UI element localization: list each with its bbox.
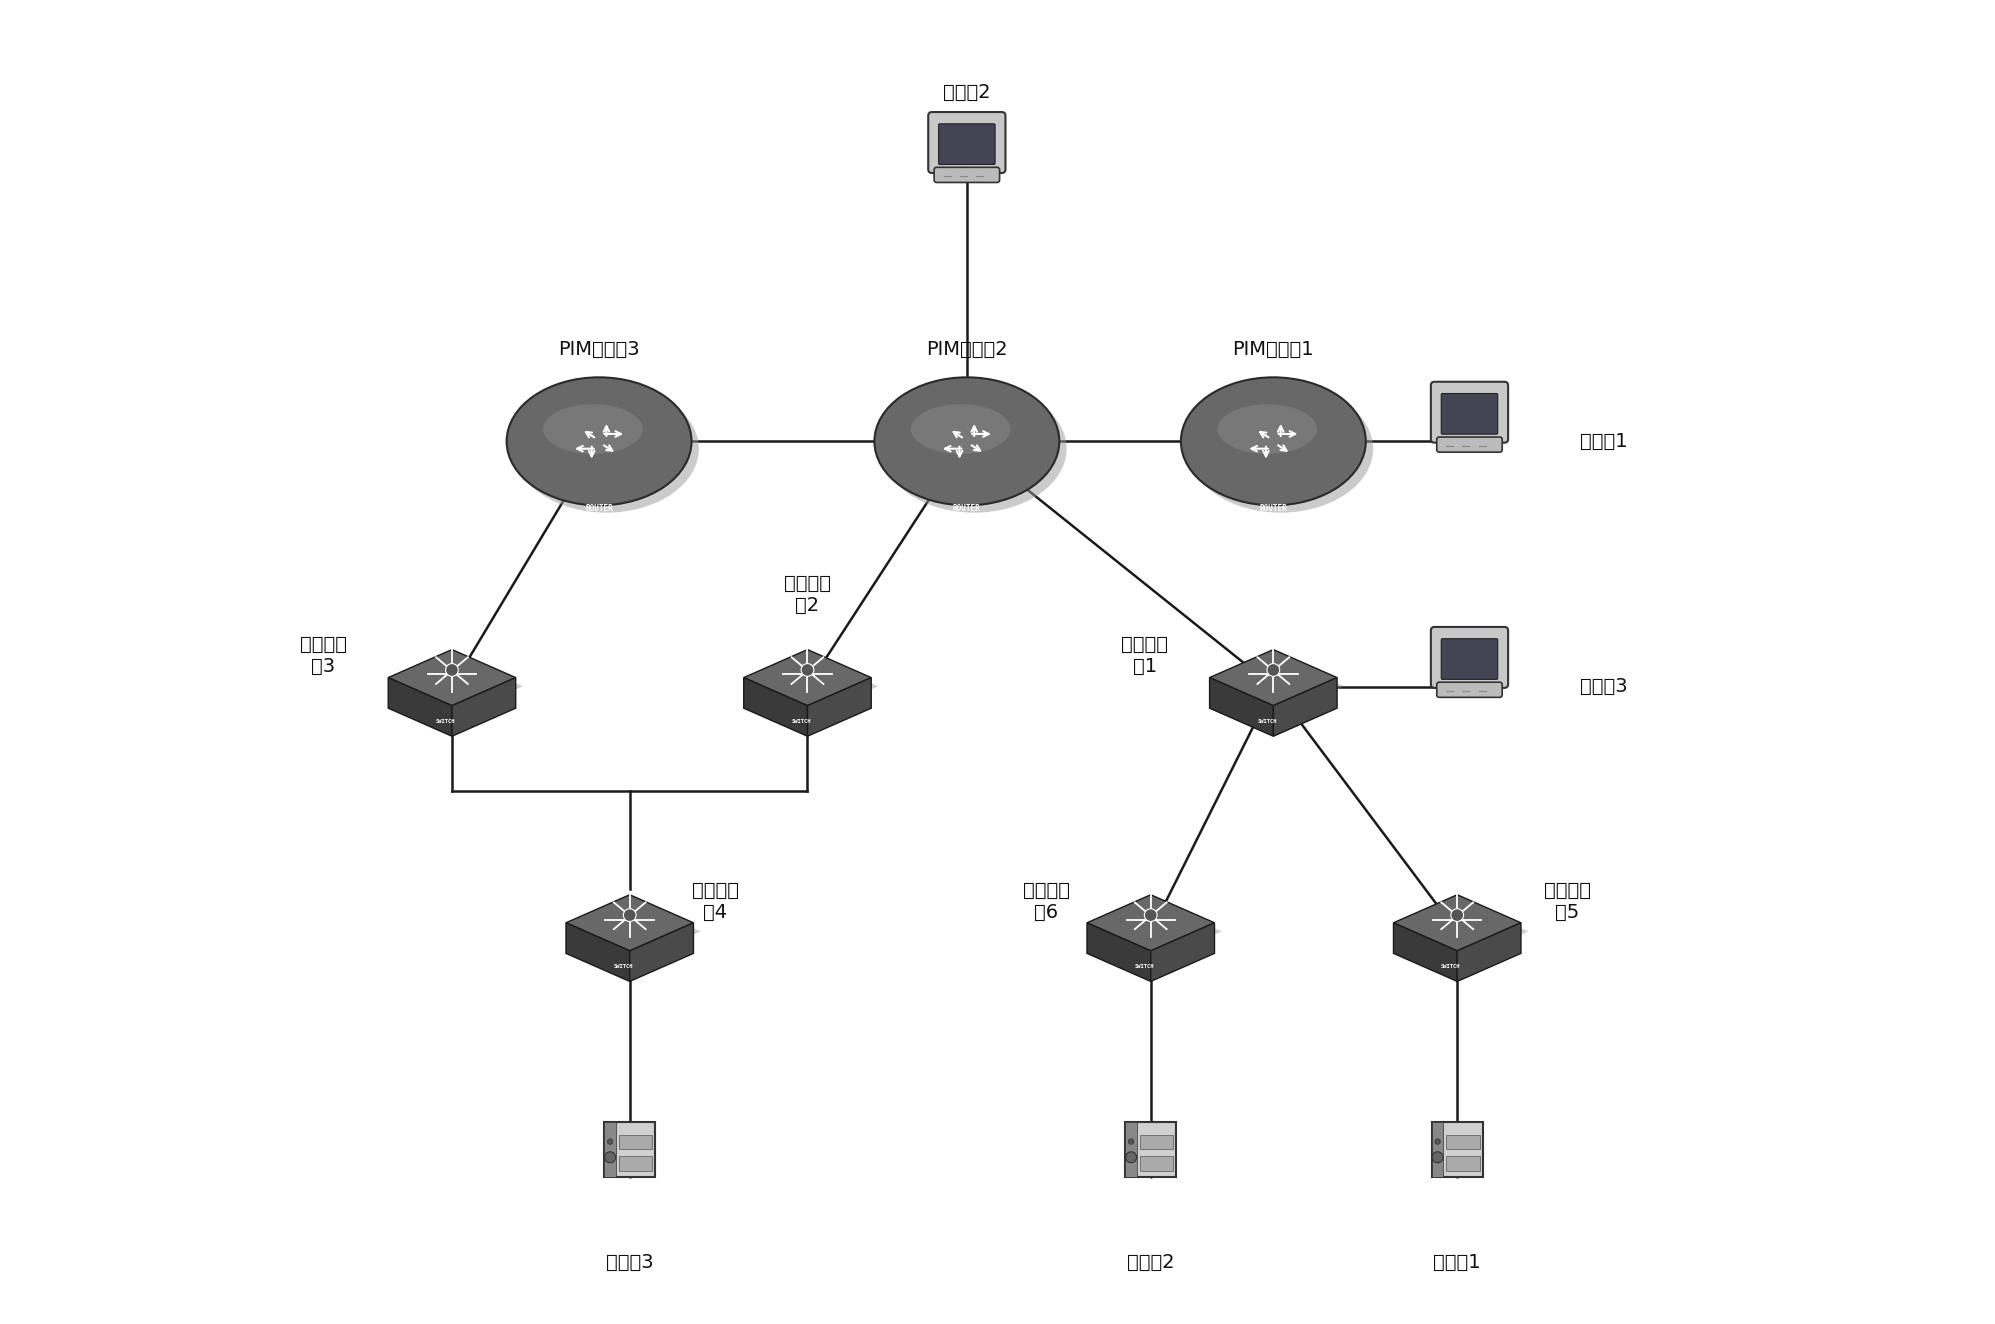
Polygon shape xyxy=(1087,895,1215,951)
Text: 二层交换
机4: 二层交换 机4 xyxy=(692,880,738,922)
Text: SWITCH: SWITCH xyxy=(1135,964,1155,969)
Polygon shape xyxy=(1087,923,1151,981)
Polygon shape xyxy=(395,659,523,714)
Circle shape xyxy=(622,908,636,922)
Ellipse shape xyxy=(1217,404,1317,454)
Text: PIM路由刨3: PIM路由刨3 xyxy=(559,340,640,359)
Ellipse shape xyxy=(1189,385,1373,512)
Circle shape xyxy=(1450,908,1464,922)
Polygon shape xyxy=(1393,895,1520,951)
Polygon shape xyxy=(389,678,453,736)
Text: PIM路由刨2: PIM路由刨2 xyxy=(926,340,1007,359)
Ellipse shape xyxy=(507,377,692,506)
FancyBboxPatch shape xyxy=(1430,628,1508,688)
Ellipse shape xyxy=(543,404,642,454)
Ellipse shape xyxy=(1181,377,1367,506)
FancyBboxPatch shape xyxy=(938,124,996,164)
Polygon shape xyxy=(567,923,630,981)
FancyBboxPatch shape xyxy=(934,167,999,183)
Polygon shape xyxy=(1432,1121,1444,1177)
Circle shape xyxy=(445,663,459,677)
Circle shape xyxy=(604,1152,616,1162)
Polygon shape xyxy=(1095,904,1221,960)
FancyBboxPatch shape xyxy=(618,1156,652,1170)
FancyBboxPatch shape xyxy=(1125,1121,1177,1177)
Polygon shape xyxy=(1125,1121,1137,1177)
Text: 二层交换
机6: 二层交换 机6 xyxy=(1023,880,1069,922)
FancyBboxPatch shape xyxy=(1139,1156,1173,1170)
Polygon shape xyxy=(1217,659,1345,714)
Circle shape xyxy=(1129,1139,1133,1144)
Circle shape xyxy=(802,663,814,677)
Polygon shape xyxy=(604,1121,616,1177)
Text: PIM路由刨1: PIM路由刨1 xyxy=(1233,340,1315,359)
Text: 二层交换
机3: 二层交换 机3 xyxy=(299,636,347,677)
Text: SWITCH: SWITCH xyxy=(435,719,455,724)
Polygon shape xyxy=(1151,923,1215,981)
FancyBboxPatch shape xyxy=(1446,1156,1480,1170)
Text: SWITCH: SWITCH xyxy=(1257,719,1277,724)
Circle shape xyxy=(1125,1152,1137,1162)
Text: 二层交换
机1: 二层交换 机1 xyxy=(1121,636,1169,677)
Circle shape xyxy=(1145,908,1157,922)
Polygon shape xyxy=(750,659,878,714)
Polygon shape xyxy=(1393,923,1456,981)
FancyBboxPatch shape xyxy=(1440,393,1498,434)
Text: 组播源3: 组播源3 xyxy=(606,1254,654,1272)
Polygon shape xyxy=(389,650,517,706)
Ellipse shape xyxy=(912,404,1011,454)
FancyBboxPatch shape xyxy=(618,1135,652,1149)
Polygon shape xyxy=(1273,678,1337,736)
Ellipse shape xyxy=(515,385,698,512)
FancyBboxPatch shape xyxy=(928,113,1005,173)
FancyBboxPatch shape xyxy=(1432,1121,1482,1177)
FancyBboxPatch shape xyxy=(1139,1135,1173,1149)
Text: ROUTER: ROUTER xyxy=(585,504,612,514)
Text: 客户癲3: 客户癲3 xyxy=(1580,677,1628,696)
Polygon shape xyxy=(808,678,872,736)
Circle shape xyxy=(1434,1139,1440,1144)
Text: 客户癲2: 客户癲2 xyxy=(944,82,992,102)
FancyBboxPatch shape xyxy=(1440,638,1498,679)
FancyBboxPatch shape xyxy=(1436,437,1502,453)
Text: 组播源2: 组播源2 xyxy=(1127,1254,1175,1272)
Text: 组播源1: 组播源1 xyxy=(1434,1254,1480,1272)
Polygon shape xyxy=(567,895,694,951)
Circle shape xyxy=(606,1139,612,1144)
FancyBboxPatch shape xyxy=(1430,381,1508,442)
Ellipse shape xyxy=(874,377,1059,506)
Polygon shape xyxy=(1209,650,1337,706)
FancyBboxPatch shape xyxy=(1446,1135,1480,1149)
FancyBboxPatch shape xyxy=(1436,682,1502,698)
Polygon shape xyxy=(573,904,700,960)
Text: 客户癲1: 客户癲1 xyxy=(1580,432,1628,451)
Text: ROUTER: ROUTER xyxy=(954,504,982,514)
Text: SWITCH: SWITCH xyxy=(792,719,810,724)
Polygon shape xyxy=(1456,923,1520,981)
Text: 二层交换
机2: 二层交换 机2 xyxy=(784,575,832,616)
Text: SWITCH: SWITCH xyxy=(1440,964,1460,969)
Polygon shape xyxy=(1400,904,1528,960)
Circle shape xyxy=(1432,1152,1442,1162)
Text: 二层交换
机5: 二层交换 机5 xyxy=(1544,880,1592,922)
Polygon shape xyxy=(630,923,694,981)
FancyBboxPatch shape xyxy=(604,1121,654,1177)
Polygon shape xyxy=(744,678,808,736)
Text: ROUTER: ROUTER xyxy=(1259,504,1287,514)
Polygon shape xyxy=(744,650,872,706)
Polygon shape xyxy=(453,678,517,736)
Text: SWITCH: SWITCH xyxy=(614,964,632,969)
Circle shape xyxy=(1267,663,1279,677)
Ellipse shape xyxy=(882,385,1067,512)
Polygon shape xyxy=(1209,678,1273,736)
